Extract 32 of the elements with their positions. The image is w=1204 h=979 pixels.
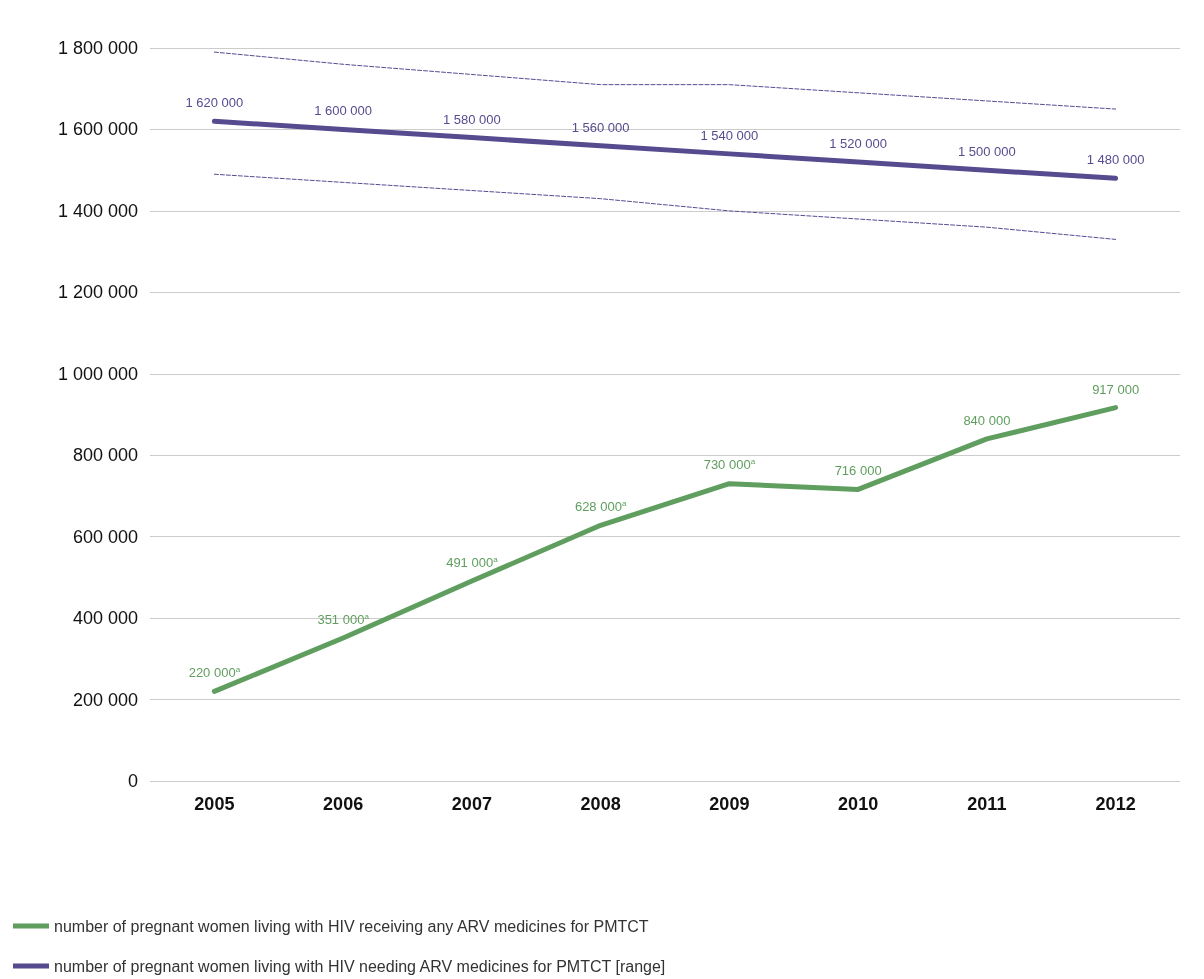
data-label: 1 580 000 — [442, 111, 501, 127]
x-tick-label: 2012 — [1095, 794, 1136, 814]
data-label: 1 520 000 — [829, 136, 888, 152]
data-label: 1 560 000 — [571, 119, 630, 135]
x-tick-label: 2005 — [194, 794, 235, 814]
x-tick-label: 2011 — [967, 794, 1007, 814]
data-label: 917 000 — [1092, 381, 1140, 397]
x-tick-label: 2008 — [580, 794, 621, 814]
x-tick-label: 2006 — [323, 794, 364, 814]
data-label: 1 540 000 — [700, 127, 759, 143]
y-tick-label: 1 200 000 — [57, 282, 138, 303]
y-tick-label: 1 800 000 — [57, 38, 138, 58]
x-tick-label: 2009 — [709, 794, 750, 814]
x-tick-label: 2010 — [838, 794, 879, 814]
legend-label: number of pregnant women living with HIV receiving any ARV medicines for PMTCT — [54, 917, 649, 935]
data-label: 1 600 000 — [314, 103, 373, 119]
y-tick-label: 800 000 — [72, 445, 138, 466]
x-tick-label: 2007 — [451, 794, 492, 814]
data-label: 1 620 000 — [185, 95, 244, 111]
y-tick-label: 1 400 000 — [57, 200, 138, 221]
y-tick-label: 600 000 — [72, 526, 138, 547]
y-tick-label: 0 — [127, 771, 138, 791]
line-series — [213, 173, 1117, 240]
data-label: 716 000 — [834, 463, 882, 479]
y-tick-label: 1 600 000 — [57, 119, 138, 140]
y-tick-label: 400 000 — [72, 608, 138, 629]
y-tick-label: 1 000 000 — [57, 363, 138, 384]
legend-label: number of pregnant women living with HIV needing ARV medicines for PMTCT [range] — [54, 957, 666, 975]
data-label: 1 480 000 — [1086, 152, 1145, 168]
data-label: 840 000 — [963, 412, 1011, 428]
y-tick-label: 200 000 — [72, 689, 138, 710]
data-label: 1 500 000 — [957, 144, 1016, 160]
